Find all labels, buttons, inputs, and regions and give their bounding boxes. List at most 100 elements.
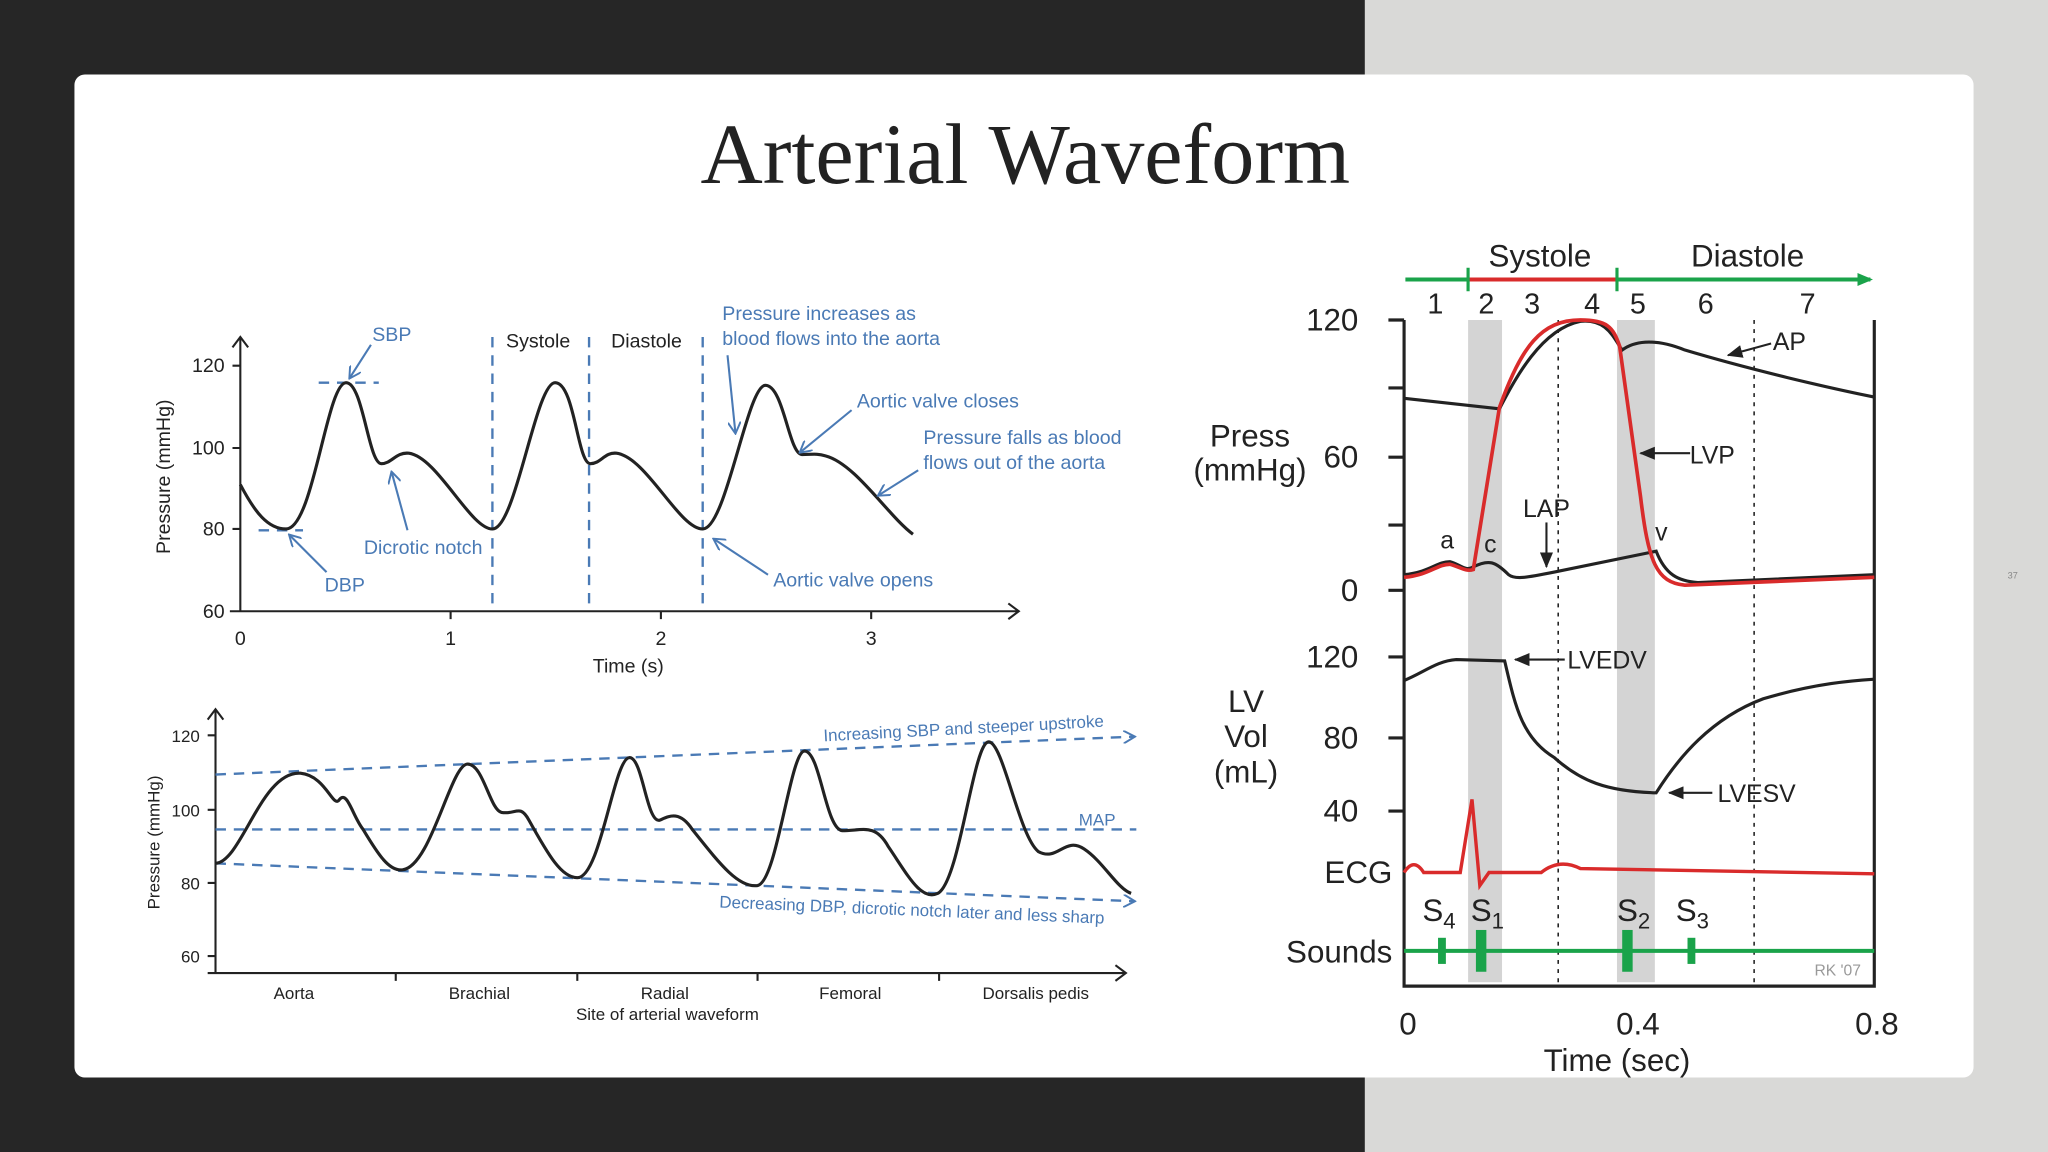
curve-label: AP [1773, 329, 1806, 356]
annotation: blood flows into the aorta [722, 328, 940, 350]
sound-subscript: 3 [1697, 909, 1709, 934]
x-axis-label: Time (sec) [1544, 1043, 1691, 1078]
category-label: Dorsalis pedis [982, 984, 1089, 1003]
category-label: Brachial [449, 984, 510, 1003]
tick-marks [232, 364, 873, 620]
x-tick-label: 0 [1399, 1006, 1416, 1041]
phase-number: 7 [1800, 288, 1816, 320]
row-label: Sounds [1286, 935, 1392, 970]
y-tick-label: 120 [1306, 302, 1358, 337]
x-tick-label: 2 [655, 628, 666, 650]
y-tick-label: 40 [1324, 794, 1359, 829]
volume-curve [1403, 658, 1875, 795]
shaded-band [1616, 320, 1655, 983]
sound-letter: S [1471, 893, 1492, 928]
category-label: Femoral [819, 984, 881, 1003]
curve-label: a [1440, 528, 1454, 555]
y-tick-label: 80 [181, 874, 200, 893]
arrow [801, 409, 853, 452]
axis-label: LV [1228, 684, 1264, 719]
x-tick-label: 0 [235, 628, 246, 650]
ecg-trace [1402, 799, 1875, 891]
sound-label: S1 [1471, 893, 1504, 934]
annotation: flows out of the aorta [923, 452, 1105, 474]
x-tick-label: 1 [445, 628, 456, 650]
arrow [879, 469, 919, 495]
arrow [290, 536, 328, 573]
y-axis-label: Pressure (mmHg) [144, 776, 163, 910]
arrow [1726, 342, 1772, 358]
sound-subscript: 1 [1492, 909, 1504, 934]
credit: RK '07 [1814, 963, 1861, 980]
y-tick-label: 120 [172, 727, 200, 746]
x-axis-label: Time (s) [593, 656, 664, 678]
curve-label: c [1484, 531, 1496, 558]
sound-label: S2 [1617, 893, 1650, 934]
y-tick-label: 120 [1306, 639, 1358, 674]
x-tick-label: 0.4 [1616, 1006, 1660, 1041]
right-figure: Systole Diastole 1 2 3 4 5 6 7 120 60 0 … [1193, 238, 1898, 1078]
y-tick-label: 80 [203, 519, 225, 541]
axis-label: (mL) [1214, 754, 1278, 789]
row-label: ECG [1324, 855, 1392, 890]
y-tick-label: 60 [1324, 440, 1359, 475]
phase-number: 2 [1478, 288, 1494, 320]
y-tick-label: 0 [1341, 573, 1358, 608]
slide-title: Arterial Waveform [701, 106, 1351, 202]
curve-label: LVP [1690, 443, 1735, 470]
dotted-line [1557, 320, 1755, 987]
x-tick-label: 3 [866, 628, 877, 650]
phase-number: 5 [1630, 288, 1646, 320]
atrial-pressure-curve [1403, 549, 1875, 585]
annotation: Pressure increases as [722, 303, 916, 325]
y-axis-label: Pressure (mmHg) [153, 400, 175, 554]
annotation: Dicrotic notch [364, 537, 483, 559]
x-axis [229, 602, 1021, 620]
sound-marker [1622, 929, 1633, 972]
x-tick-label: 0.8 [1855, 1006, 1899, 1041]
phase-number: 3 [1524, 288, 1540, 320]
category-label: Radial [641, 984, 689, 1003]
sound-marker [1475, 929, 1487, 972]
axes [1402, 320, 1876, 988]
x-axis-label: Site of arterial waveform [576, 1005, 759, 1024]
upper-left-figure: 60 80 100 120 0 1 2 3 Pressure (mmHg) Ti… [153, 303, 1122, 678]
annotation: DBP [325, 575, 365, 597]
sound-subscript: 4 [1443, 909, 1455, 934]
tick-marks [207, 734, 941, 981]
tick-marks [1388, 318, 1405, 813]
sound-letter: S [1676, 893, 1697, 928]
y-tick-label: 60 [181, 948, 200, 967]
annotation: MAP [1079, 810, 1116, 829]
waveform [238, 381, 914, 536]
trend-line [215, 737, 1134, 776]
y-axis [206, 707, 225, 974]
curve-label: LVESV [1718, 781, 1797, 808]
y-tick-label: 80 [1324, 720, 1359, 755]
y-tick-label: 100 [192, 438, 225, 460]
trend-line [215, 862, 1134, 901]
aortic-pressure-curve [1403, 319, 1875, 411]
lower-left-figure: 60 80 100 120 Pressure (mmHg) Aorta Brac… [144, 707, 1136, 1024]
sound-marker [1687, 937, 1696, 964]
arrow [726, 355, 736, 432]
arrow [350, 344, 372, 378]
phase-label: Systole [506, 330, 570, 352]
ventricular-pressure-curve [1403, 318, 1875, 587]
phase-number: 4 [1584, 288, 1600, 320]
annotation: Aortic valve closes [857, 391, 1019, 413]
sound-subscript: 2 [1638, 909, 1650, 934]
phase-label: Diastole [1691, 238, 1804, 273]
phase-label: Diastole [611, 330, 682, 352]
sound-marker [1438, 937, 1446, 964]
y-tick-label: 60 [203, 601, 225, 623]
y-tick-label: 100 [172, 801, 200, 820]
axis-label: (mmHg) [1193, 453, 1306, 488]
annotation: Pressure falls as blood [923, 427, 1121, 449]
curve-label: LVEDV [1567, 648, 1647, 675]
y-tick-label: 120 [192, 355, 225, 377]
sound-label: S4 [1422, 893, 1455, 934]
x-axis [207, 964, 1128, 982]
